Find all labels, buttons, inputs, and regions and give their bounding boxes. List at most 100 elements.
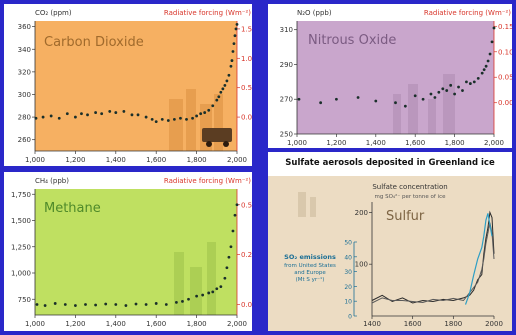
co2-data-point — [215, 98, 219, 102]
co2-data-point — [231, 50, 235, 53]
ch4-xtick-label: 1,000 — [25, 320, 45, 328]
co2-ytick-label: 340 — [18, 46, 31, 54]
ch4-data-point — [231, 229, 235, 233]
so2-tick-label: 40 — [344, 254, 352, 261]
ch4-decoration — [174, 242, 216, 315]
ch4-unit-label: CH₄ (ppb) — [35, 177, 69, 185]
n2o-ytick-label: 270 — [280, 96, 293, 104]
n2o-data-point — [476, 76, 480, 80]
ch4-data-point — [195, 294, 199, 298]
n2o-data-point — [468, 82, 472, 85]
co2-chart: CO₂ (ppm) Radiative forcing (Wm⁻²) Carbo… — [18, 9, 252, 164]
sulfur-xtick-label: 1600 — [404, 320, 422, 328]
n2o-xtick-label: 1,400 — [366, 139, 386, 147]
n2o-xtick-label: 1,000 — [287, 139, 307, 147]
n2o-data-point — [480, 71, 484, 75]
co2-data-point — [136, 113, 140, 117]
co2-data-point — [34, 116, 38, 120]
co2-ytick-label: 360 — [18, 23, 31, 31]
n2o-data-point — [482, 68, 486, 72]
sulfur-xtick-label: 1800 — [444, 320, 462, 328]
n2o-data-point — [356, 96, 360, 99]
so2-tick-label: 0 — [348, 314, 352, 321]
co2-data-point — [108, 110, 112, 113]
ch4-data-point — [225, 266, 229, 270]
n2o-xtick-label: 1,800 — [445, 139, 465, 147]
ch4-data-point — [104, 302, 108, 306]
co2-rf-tick-label: 1.0 — [241, 55, 252, 63]
n2o-data-point — [421, 97, 425, 101]
co2-data-point — [230, 59, 234, 62]
co2-data-point — [41, 115, 45, 119]
co2-xtick-label: 1,000 — [25, 156, 45, 164]
co2-data-point — [233, 34, 237, 38]
n2o-data-point — [465, 80, 468, 84]
ch4-ytick-label: 1,000 — [11, 270, 31, 278]
ch4-data-point — [43, 304, 47, 307]
co2-ytick-label: 260 — [18, 136, 31, 144]
ch4-data-point — [164, 303, 168, 306]
n2o-ytick-label: 310 — [280, 26, 293, 34]
ch4-data-point — [201, 293, 205, 297]
co2-ytick-label: 320 — [18, 68, 31, 76]
co2-data-point — [219, 90, 223, 94]
ch4-rf-tick-label: 0.50 — [241, 201, 252, 209]
ch4-data-point — [187, 297, 190, 301]
ch4-data-point — [233, 213, 237, 217]
n2o-rf-label: Radiative forcing (Wm⁻²) — [424, 9, 511, 17]
n2o-data-point — [486, 59, 490, 63]
n2o-xtick-label: 2,000 — [484, 139, 504, 147]
co2-unit-label: CO₂ (ppm) — [35, 9, 72, 17]
ch4-title: Methane — [44, 201, 101, 216]
n2o-xtick-label: 1,600 — [405, 139, 425, 147]
co2-data-point — [65, 112, 69, 116]
ch4-xtick-label: 1,400 — [106, 320, 126, 328]
n2o-data-point — [453, 92, 456, 96]
n2o-data-point — [335, 97, 338, 101]
sulfur-plot-bg — [268, 176, 512, 331]
co2-data-point — [229, 64, 233, 68]
so2-emissions-sub3: (Mt S yr⁻¹) — [296, 276, 325, 283]
co2-data-point — [232, 42, 236, 46]
co2-rf-label: Radiative forcing (Wm⁻²) — [164, 9, 251, 17]
ch4-data-point — [223, 276, 227, 280]
sulfur-decoration — [298, 192, 316, 217]
sulfate-header: Sulfate aerosols deposited in Greenland … — [285, 158, 495, 168]
ch4-data-point — [207, 291, 211, 295]
ch4-data-point — [215, 287, 219, 291]
ch4-data-point — [114, 303, 118, 306]
sulfur-conc-label: Sulfate concentration — [372, 183, 447, 191]
sulfur-ytick-label: 100 — [355, 261, 368, 269]
so2-emissions-sub1: from United States — [284, 263, 336, 269]
ch4-data-point — [219, 285, 223, 289]
n2o-data-point — [492, 26, 496, 30]
ch4-data-point — [134, 302, 138, 306]
n2o-rf-tick-label: 0.15 — [498, 23, 512, 31]
co2-ytick-label: 300 — [18, 91, 31, 99]
sulfur-xtick-label: 1400 — [363, 320, 381, 328]
co2-data-point — [172, 117, 176, 121]
ch4-data-point — [227, 255, 231, 259]
co2-truck-icon — [202, 128, 232, 147]
ch4-rf-tick-label: 0.00 — [241, 301, 252, 309]
ch4-data-point — [229, 245, 233, 249]
co2-data-point — [223, 84, 227, 87]
ch4-data-point — [94, 303, 97, 307]
sulfur-series-line-2 — [371, 222, 495, 304]
n2o-data-point — [437, 90, 441, 94]
co2-data-point — [203, 111, 207, 114]
co2-xtick-label: 1,400 — [106, 156, 126, 164]
ch4-data-point — [235, 203, 239, 207]
n2o-data-point — [488, 52, 492, 56]
sulfur-panel: Sulfate aerosols deposited in Greenland … — [268, 152, 512, 331]
co2-ytick-label: 280 — [18, 114, 31, 122]
ch4-ytick-label: 1,250 — [11, 243, 31, 251]
n2o-unit-label: N₂O (ppb) — [297, 9, 332, 17]
co2-data-point — [122, 110, 126, 113]
co2-data-point — [225, 79, 229, 83]
n2o-rf-tick-label: 0.10 — [498, 48, 512, 56]
so2-tick-label: 10 — [344, 299, 352, 306]
n2o-title: Nitrous Oxide — [308, 33, 396, 48]
sulfur-title: Sulfur — [386, 209, 425, 224]
n2o-data-point — [457, 85, 460, 89]
